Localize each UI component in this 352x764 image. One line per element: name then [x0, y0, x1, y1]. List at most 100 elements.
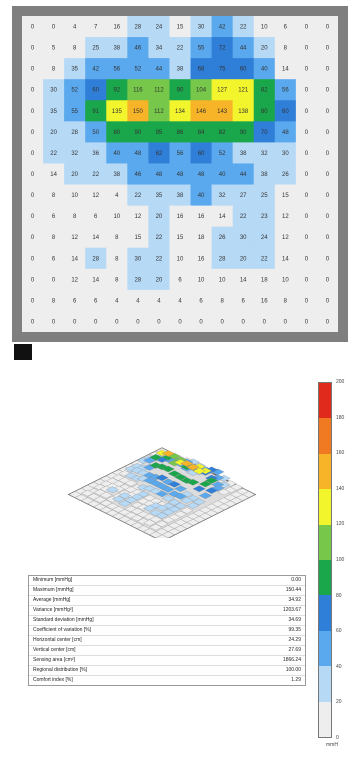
colorbar-segment [319, 630, 331, 667]
heatmap-cell-label: 0 [199, 319, 203, 325]
heatmap-cell-label: 95 [156, 130, 163, 136]
stat-row: Comfort index [%] 1.29 [29, 676, 305, 685]
iso-cell [155, 490, 169, 498]
colorbar-segment [319, 560, 331, 596]
heatmap-cell-label: 0 [326, 151, 330, 157]
stat-label: Comfort index [%] [33, 677, 73, 683]
heatmap-cell [190, 121, 213, 143]
colorbar-tick-label: 60 [336, 628, 342, 635]
iso-cell [155, 512, 169, 519]
heatmap-cell [232, 16, 255, 38]
heatmap-cell-label: 36 [92, 151, 99, 157]
heatmap-cell [169, 205, 192, 228]
heatmap-cell-label: 22 [261, 256, 268, 262]
heatmap-cell [22, 268, 44, 291]
heatmap-cell-label: 38 [113, 172, 120, 178]
heatmap-cell-label: 68 [198, 67, 205, 73]
heatmap-cell [43, 121, 65, 143]
heatmap-cell-label: 5 [52, 46, 56, 52]
heatmap-cell [295, 247, 318, 270]
heatmap-cell-label: 14 [71, 256, 78, 262]
colorbar-segment [319, 453, 331, 490]
heatmap-cell [43, 37, 65, 59]
heatmap-cell [316, 268, 338, 291]
iso-cell [180, 507, 194, 514]
heatmap-cell [253, 205, 276, 228]
heatmap-cell-label: 0 [31, 319, 35, 325]
heatmap-cell [43, 184, 65, 207]
heatmap-cell-label: 8 [52, 235, 56, 241]
heatmap-cell [169, 100, 192, 122]
heatmap-cell [253, 58, 276, 80]
heatmap-cell-label: 0 [73, 319, 77, 325]
colorbar-tick-label: 0 [336, 735, 339, 741]
heatmap-cell [232, 268, 255, 291]
iso-cell [161, 495, 175, 502]
heatmap-cell [22, 310, 44, 332]
heatmap-cell [253, 142, 276, 164]
stat-label: Vertical center [cm] [33, 647, 76, 653]
heatmap-cell [169, 289, 192, 312]
heatmap-cell [64, 310, 86, 332]
heatmap-cell-label: 44 [240, 172, 247, 178]
colorbar-segment [319, 701, 331, 738]
heatmap-cell [316, 289, 338, 312]
heatmap-cell-label: 0 [305, 172, 309, 178]
heatmap-cell [211, 310, 234, 332]
heatmap-cell [295, 37, 318, 59]
heatmap-cell [169, 226, 192, 249]
heatmap-cell [190, 268, 213, 291]
heatmap-cell [295, 310, 318, 332]
iso-cell [81, 489, 95, 497]
iso-cell [217, 488, 231, 496]
heatmap-cell [232, 100, 255, 122]
heatmap-cell [22, 121, 44, 143]
iso-cell [149, 502, 163, 509]
iso-cell [143, 519, 157, 527]
heatmap-cell-label: 0 [31, 235, 35, 241]
heatmap-cell-label: 0 [52, 25, 56, 31]
heatmap-cell [211, 289, 234, 312]
corner-marker [14, 344, 32, 360]
heatmap-cell-label: 25 [92, 46, 99, 52]
stat-label: Average [mmHg] [33, 597, 71, 603]
heatmap-cell-label: 8 [52, 298, 56, 304]
heatmap-cell [85, 121, 107, 143]
heatmap-cell [274, 79, 297, 101]
heatmap-cell [127, 226, 149, 249]
heatmap-cell [22, 163, 44, 186]
heatmap-cell-label: 10 [198, 277, 205, 283]
heatmap-cell [211, 121, 234, 143]
heatmap-cell-label: 112 [154, 109, 164, 115]
heatmap-cell [211, 100, 234, 122]
heatmap-cell-label: 52 [71, 88, 78, 94]
heatmap-cell-label: 146 [196, 109, 207, 115]
heatmap-cell [169, 184, 192, 207]
heatmap-cell [232, 142, 255, 164]
pressure-heatmap: 0 0 4 7 16 28 24 15 30 42 22 10 6 0 00 5 8 25 38 46 34 22 55 72… [22, 16, 338, 332]
heatmap-cell-label: 15 [177, 25, 184, 31]
heatmap-cell [85, 58, 107, 80]
iso-cell [118, 500, 132, 507]
heatmap-cell-label: 0 [31, 67, 35, 73]
heatmap-cell-label: 8 [73, 46, 77, 52]
heatmap-cell-label: 4 [157, 298, 161, 304]
heatmap-cell [274, 100, 297, 122]
heatmap-cell [253, 163, 276, 186]
heatmap-cell [169, 79, 192, 101]
heatmap-cell-label: 91 [92, 109, 99, 115]
heatmap-cell [43, 226, 65, 249]
heatmap-cell-label: 60 [240, 67, 247, 73]
heatmap-cell-label: 143 [217, 109, 228, 115]
iso-cell [118, 509, 132, 516]
heatmap-cell [232, 37, 255, 59]
heatmap-cell-label: 0 [115, 319, 119, 325]
heatmap-cell [316, 247, 338, 270]
heatmap-cell-label: 16 [177, 214, 184, 220]
iso-cell [174, 493, 188, 500]
stat-row: Sensing area [cm²] 1866.24 [29, 656, 305, 666]
heatmap-cell-label: 127 [217, 88, 228, 94]
heatmap-cell [253, 121, 276, 143]
heatmap-cell-label: 6 [178, 277, 182, 283]
heatmap-cell-label: 12 [71, 277, 78, 283]
